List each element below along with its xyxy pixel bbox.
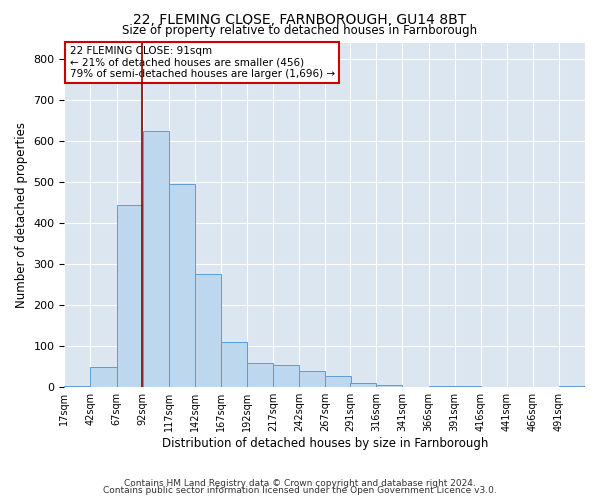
Y-axis label: Number of detached properties: Number of detached properties (15, 122, 28, 308)
Bar (116, 204, 143, 387)
Bar (273, 364, 299, 387)
Bar (221, 342, 247, 387)
Bar (325, 376, 352, 387)
Bar (559, 386, 585, 387)
X-axis label: Distribution of detached houses by size in Farnborough: Distribution of detached houses by size … (161, 437, 488, 450)
Text: Contains HM Land Registry data © Crown copyright and database right 2024.: Contains HM Land Registry data © Crown c… (124, 478, 476, 488)
Text: Contains public sector information licensed under the Open Government Licence v3: Contains public sector information licen… (103, 486, 497, 495)
Text: Size of property relative to detached houses in Farnborough: Size of property relative to detached ho… (122, 24, 478, 37)
Bar (350, 383, 376, 387)
Bar (64, 386, 91, 387)
Bar (91, 366, 116, 387)
Bar (195, 274, 221, 387)
Bar (376, 385, 403, 387)
Bar (169, 184, 195, 387)
Bar (143, 130, 169, 387)
Bar (247, 362, 273, 387)
Bar (299, 371, 325, 387)
Text: 22, FLEMING CLOSE, FARNBOROUGH, GU14 8BT: 22, FLEMING CLOSE, FARNBOROUGH, GU14 8BT (133, 12, 467, 26)
Bar (455, 386, 481, 387)
Bar (428, 386, 455, 387)
Text: 22 FLEMING CLOSE: 91sqm
← 21% of detached houses are smaller (456)
79% of semi-d: 22 FLEMING CLOSE: 91sqm ← 21% of detache… (70, 46, 335, 79)
